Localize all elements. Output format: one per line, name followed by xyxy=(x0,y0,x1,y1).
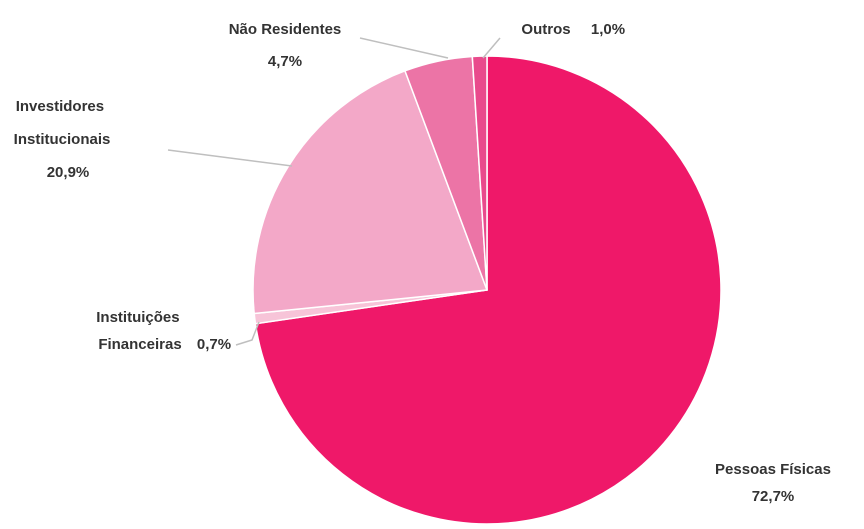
slice-label: Investidores Institucionais xyxy=(14,98,111,148)
slice-label: Outros xyxy=(521,21,570,38)
leader-line xyxy=(167,149,293,167)
slice-value-label: 20,9% xyxy=(47,164,90,181)
slice-label: Não Residentes xyxy=(229,21,342,38)
slice-value-label: 1,0% xyxy=(591,21,625,38)
leader-line xyxy=(482,37,501,59)
slice-value-label: 0,7% xyxy=(197,336,231,353)
pie-slice xyxy=(471,55,488,291)
slice-label: Pessoas Físicas xyxy=(715,461,831,478)
pie-slice xyxy=(254,55,722,525)
leader-line xyxy=(359,37,449,59)
slice-label: Instituições Financeiras xyxy=(96,309,184,353)
pie-slice xyxy=(252,69,489,315)
leader-line xyxy=(235,321,260,346)
slice-value-label: 72,7% xyxy=(752,488,795,505)
slice-value-label: 4,7% xyxy=(268,53,302,70)
